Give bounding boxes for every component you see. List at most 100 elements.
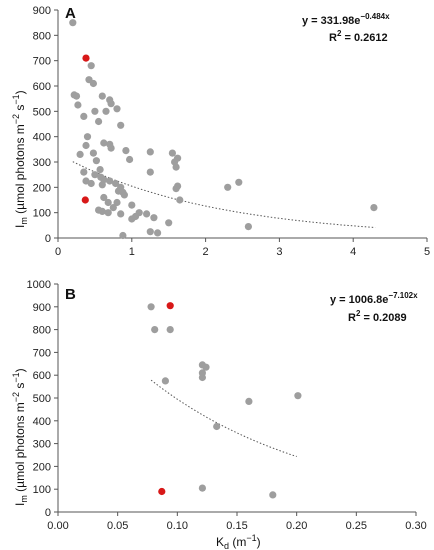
panel-b-x-ticks: 0.00 0.05 0.10 0.15 0.20 0.25 0.30 [47,512,427,532]
y-tick-label: 400 [33,132,51,144]
y-tick-label: 400 [33,416,51,428]
data-point [245,397,253,405]
data-point [87,62,95,70]
data-point [198,373,206,382]
data-point [117,121,125,129]
data-point [146,148,154,156]
panel-b-xlabel-end: ) [257,535,261,549]
data-point [106,177,114,185]
y-tick-label: 100 [33,484,51,496]
data-point [74,101,82,109]
data-point [168,149,176,157]
data-point [82,141,90,150]
x-tick-label: 0.10 [167,520,188,532]
data-point [104,198,112,207]
x-tick-label: 0.00 [47,520,68,532]
data-point [172,163,180,171]
x-tick-label: 0.30 [405,520,426,532]
panel-a-ylabel-units: (µmol photons m [13,124,27,217]
y-tick-label: 700 [33,56,51,68]
data-point [104,209,112,217]
data-point [82,54,90,62]
x-tick-label: 1 [129,246,135,258]
y-tick-label: 300 [33,439,51,451]
panel-b-xlabel-main: K [216,535,224,549]
data-point [92,157,100,165]
y-tick-label: 500 [33,393,51,405]
data-point [150,214,158,222]
data-point [154,229,162,237]
data-point [89,149,97,157]
data-point [176,196,184,204]
data-point [76,150,84,158]
panel-a-r2-exponent: 2 [337,29,342,38]
data-point [370,204,378,212]
data-point [119,231,127,240]
y-tick-label: 300 [33,157,51,169]
y-tick-label: 800 [33,30,51,42]
panel-b-ylabel-sub: m [19,495,29,503]
data-point [107,144,115,152]
panel-a-ylabel-mid: s [13,105,27,114]
data-point [122,147,130,155]
panel-b-ylabel-units: (µmol photons m [13,402,27,495]
panel-a-equation: y = 331.98e−0.484x [302,12,390,27]
data-point [87,179,95,188]
data-point [98,181,106,189]
panel-a-y-ticks: 0 100 200 300 400 500 600 700 800 900 [33,5,58,245]
panel-a-r2-label: R [329,32,337,44]
y-tick-label: 900 [33,5,51,17]
data-point [100,139,108,147]
panel-b-equation-exponent: −7.102x [388,291,418,300]
panel-a-x-ticks: 0 1 2 3 4 5 [55,238,430,258]
panel-b-y-ticks: 0 100 200 300 400 500 600 700 800 900 1000 [27,279,58,519]
data-point [113,105,121,113]
y-tick-label: 100 [33,208,51,220]
y-tick-label: 700 [33,347,51,359]
data-point [91,171,99,179]
x-tick-label: 5 [424,246,430,258]
x-tick-label: 0.15 [226,520,247,532]
y-tick-label: 500 [33,106,51,118]
data-point [98,207,106,215]
panel-a-ylabel-exp1: −2 [11,114,21,124]
data-point [294,392,302,400]
panel-a-points [69,19,378,240]
panel-a-y-axis-label: Im (µmol photons m−2 s−1) [11,90,29,228]
data-point [213,422,221,431]
data-point [100,193,108,202]
data-point [95,117,103,126]
x-tick-label: 0 [55,246,61,258]
x-tick-label: 3 [276,246,282,258]
data-point [128,201,136,209]
data-point [102,107,110,115]
data-point [128,215,136,223]
panel-b-label: B [65,286,76,303]
data-point [96,166,104,174]
panel-b-trendline [150,379,297,457]
data-point [107,100,115,108]
panel-b-points [147,302,302,499]
data-point [72,92,81,100]
y-tick-label: 0 [45,233,51,245]
data-point [165,219,173,227]
panel-b-r2-label: R [348,312,356,324]
x-tick-label: 4 [350,246,356,258]
y-tick-label: 600 [33,81,51,93]
x-tick-label: 2 [203,246,209,258]
data-point [269,491,277,499]
y-tick-label: 600 [33,370,51,382]
data-point [112,179,120,188]
data-point [224,183,232,191]
y-tick-label: 1000 [27,279,51,291]
panel-b-r2-exponent: 2 [356,309,361,318]
panel-b-ylabel-end: ) [13,368,27,372]
data-point [174,182,182,190]
y-tick-label: 0 [45,507,51,519]
panel-b-r2-value: = 0.2089 [360,312,406,324]
panel-a: 0 100 200 300 400 500 600 700 800 900 0 1 2 3 4 5 A y … [11,5,430,258]
panel-b-equation: y = 1006.8e−7.102x [330,291,418,306]
data-point [235,178,243,186]
data-point [151,326,159,334]
panel-a-r-squared: R2 = 0.2612 [329,29,388,44]
